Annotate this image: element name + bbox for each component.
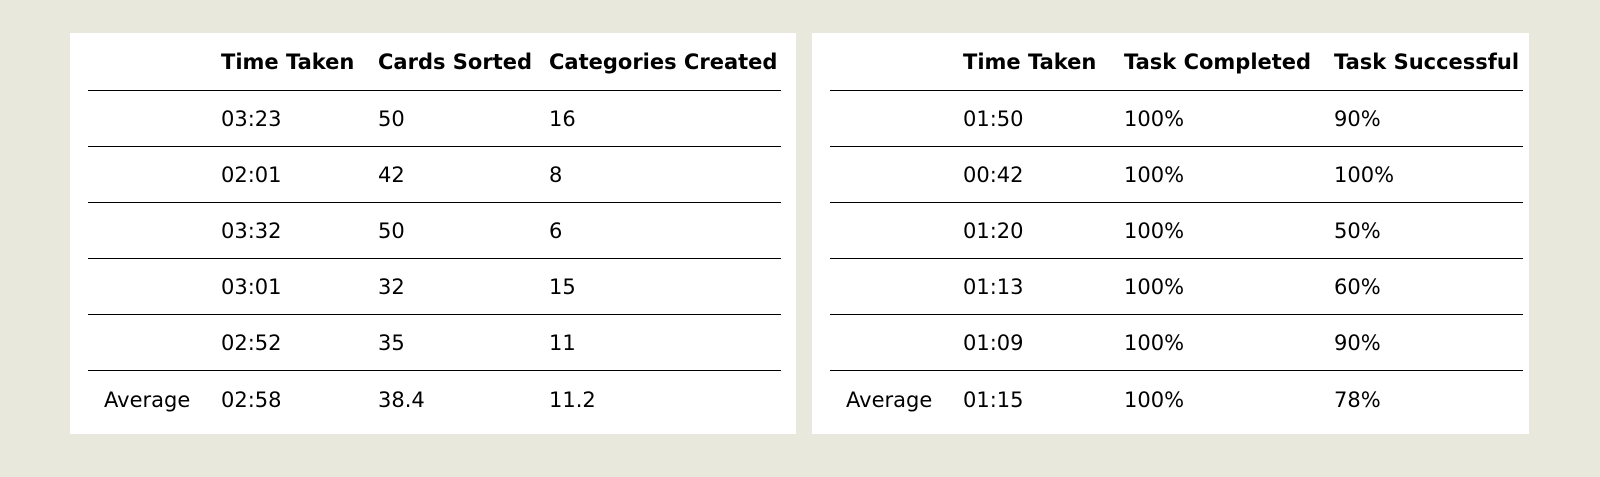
- table-row: 01:13 100% 60%: [830, 258, 1523, 315]
- column-header: [830, 33, 963, 91]
- table-row: 02:52 35 11: [88, 314, 781, 371]
- average-label: Average: [830, 371, 963, 430]
- column-header-task-successful: Task Successful: [1334, 33, 1523, 91]
- cards-sorted-cell: 50: [378, 202, 549, 259]
- row-label: [88, 90, 221, 147]
- categories-created-cell: 11: [549, 314, 781, 371]
- column-header-categories-created: Categories Created: [549, 33, 781, 91]
- task-successful-cell: 100%: [1334, 146, 1523, 203]
- task-completed-cell: 100%: [1124, 146, 1334, 203]
- time-taken-cell: 02:52: [221, 314, 378, 371]
- average-row: Average 02:58 38.4 11.2: [88, 371, 781, 430]
- cards-sorted-cell: 42: [378, 146, 549, 203]
- row-label: [830, 90, 963, 147]
- cards-sorted-cell: 35: [378, 314, 549, 371]
- column-header-time-taken: Time Taken: [963, 33, 1124, 91]
- table-row: 01:09 100% 90%: [830, 314, 1523, 371]
- average-label-text: Average: [104, 388, 191, 412]
- table-row: 00:42 100% 100%: [830, 146, 1523, 203]
- categories-created-cell: 15: [549, 258, 781, 315]
- average-cards-sorted: 38.4: [378, 388, 425, 412]
- cards-sorted-cell: 50: [378, 90, 549, 147]
- average-time-taken: 01:15: [963, 388, 1024, 412]
- table-row: 01:50 100% 90%: [830, 90, 1523, 147]
- time-taken-cell: 01:13: [963, 258, 1124, 315]
- task-completed-cell: 100%: [1124, 258, 1334, 315]
- time-taken-cell: 01:50: [963, 90, 1124, 147]
- categories-created-cell: 8: [549, 146, 781, 203]
- card-sort-results-panel: Time Taken Cards Sorted Categories Creat…: [70, 33, 796, 434]
- column-header-time-taken: Time Taken: [221, 33, 378, 91]
- time-taken-cell: 03:32: [221, 202, 378, 259]
- cards-sorted-cell: 32: [378, 258, 549, 315]
- task-successful-cell: 60%: [1334, 258, 1523, 315]
- categories-created-cell: 6: [549, 202, 781, 259]
- table-header-row: Time Taken Cards Sorted Categories Creat…: [88, 33, 781, 91]
- row-label: [88, 314, 221, 371]
- task-successful-cell: 50%: [1334, 202, 1523, 259]
- average-label: Average: [88, 371, 221, 430]
- time-taken-cell: 01:20: [963, 202, 1124, 259]
- task-completed-cell: 100%: [1124, 202, 1334, 259]
- row-label: [830, 314, 963, 371]
- table-row: 03:01 32 15: [88, 258, 781, 315]
- table-header-row: Time Taken Task Completed Task Successfu…: [830, 33, 1523, 91]
- average-task-successful: 78%: [1334, 388, 1381, 412]
- time-taken-cell: 02:01: [221, 146, 378, 203]
- average-label-text: Average: [846, 388, 933, 412]
- table-row: 01:20 100% 50%: [830, 202, 1523, 259]
- average-categories-created: 11.2: [549, 388, 596, 412]
- categories-created-cell: 16: [549, 90, 781, 147]
- time-taken-cell: 03:01: [221, 258, 378, 315]
- row-label: [830, 146, 963, 203]
- time-taken-cell: 01:09: [963, 314, 1124, 371]
- row-label: [88, 202, 221, 259]
- task-completed-cell: 100%: [1124, 314, 1334, 371]
- time-taken-cell: 00:42: [963, 146, 1124, 203]
- card-sort-results-table: Time Taken Cards Sorted Categories Creat…: [88, 33, 781, 429]
- column-header-cards-sorted: Cards Sorted: [378, 33, 549, 91]
- row-label: [830, 258, 963, 315]
- table-row: 02:01 42 8: [88, 146, 781, 203]
- task-results-table: Time Taken Task Completed Task Successfu…: [830, 33, 1523, 429]
- task-completed-cell: 100%: [1124, 90, 1334, 147]
- column-header: [88, 33, 221, 91]
- row-label: [830, 202, 963, 259]
- row-label: [88, 258, 221, 315]
- time-taken-cell: 03:23: [221, 90, 378, 147]
- column-header-task-completed: Task Completed: [1124, 33, 1334, 91]
- task-successful-cell: 90%: [1334, 90, 1523, 147]
- average-row: Average 01:15 100% 78%: [830, 371, 1523, 430]
- table-row: 03:32 50 6: [88, 202, 781, 259]
- average-task-completed: 100%: [1124, 388, 1185, 412]
- task-results-panel: Time Taken Task Completed Task Successfu…: [812, 33, 1529, 434]
- average-time-taken: 02:58: [221, 388, 282, 412]
- table-row: 03:23 50 16: [88, 90, 781, 147]
- task-successful-cell: 90%: [1334, 314, 1523, 371]
- row-label: [88, 146, 221, 203]
